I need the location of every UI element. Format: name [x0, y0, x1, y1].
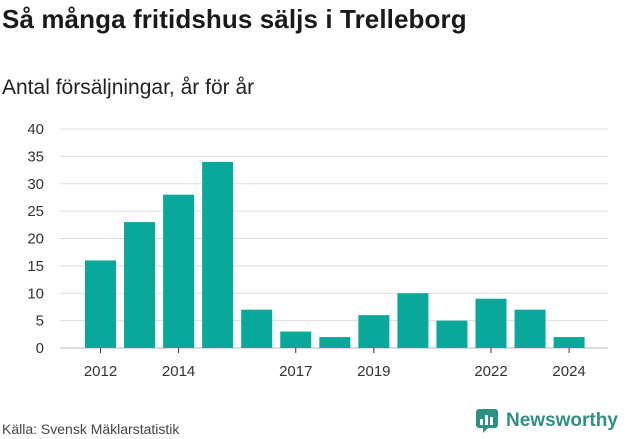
y-tick-label: 30 — [27, 176, 44, 193]
y-tick-label: 5 — [36, 313, 44, 330]
y-tick-label: 20 — [27, 231, 44, 248]
x-tick-label: 2024 — [552, 363, 585, 380]
newsworthy-logo-icon — [476, 409, 498, 433]
bar-2024 — [553, 337, 585, 348]
bar-2019 — [358, 315, 390, 348]
y-tick-label: 15 — [27, 258, 44, 275]
bar-2013 — [124, 222, 156, 348]
logo-text: Newsworthy — [506, 410, 618, 431]
x-tick-label: 2014 — [162, 363, 195, 380]
bar-2016 — [241, 309, 273, 348]
y-tick-label: 25 — [27, 203, 44, 220]
bar-chart: 0 5 10 15 20 25 30 35 40 2012 2014 2017 2019 2022 202… — [27, 121, 608, 380]
y-tick-label: 35 — [27, 148, 44, 165]
bar-2022 — [475, 298, 507, 348]
bar-2017 — [280, 331, 312, 348]
source-note: Källa: Svensk Mäklarstatistik — [2, 421, 180, 437]
y-tick-label: 0 — [36, 340, 44, 357]
x-axis-ticks: 2012 2014 2017 2019 2022 2024 — [84, 348, 586, 380]
bar-2021 — [436, 320, 468, 348]
y-tick-label: 10 — [27, 285, 44, 302]
chart-subtitle: Antal försäljningar, år för år — [2, 76, 255, 99]
x-tick-label: 2019 — [357, 363, 390, 380]
y-tick-label: 40 — [27, 121, 44, 138]
x-tick-label: 2022 — [474, 363, 507, 380]
chart-title: Så många fritidshus säljs i Trelleborg — [2, 4, 467, 34]
y-axis-ticks: 0 5 10 15 20 25 30 35 40 — [27, 121, 44, 357]
bar-2020 — [397, 293, 429, 348]
x-tick-label: 2017 — [279, 363, 312, 380]
bars — [85, 161, 585, 348]
bar-2023 — [514, 309, 546, 348]
x-tick-label: 2012 — [84, 363, 117, 380]
bar-2014 — [163, 194, 195, 348]
bar-2018 — [319, 337, 351, 348]
bar-2015 — [202, 161, 234, 348]
bar-2012 — [85, 260, 116, 348]
newsworthy-logo: Newsworthy — [475, 408, 618, 434]
